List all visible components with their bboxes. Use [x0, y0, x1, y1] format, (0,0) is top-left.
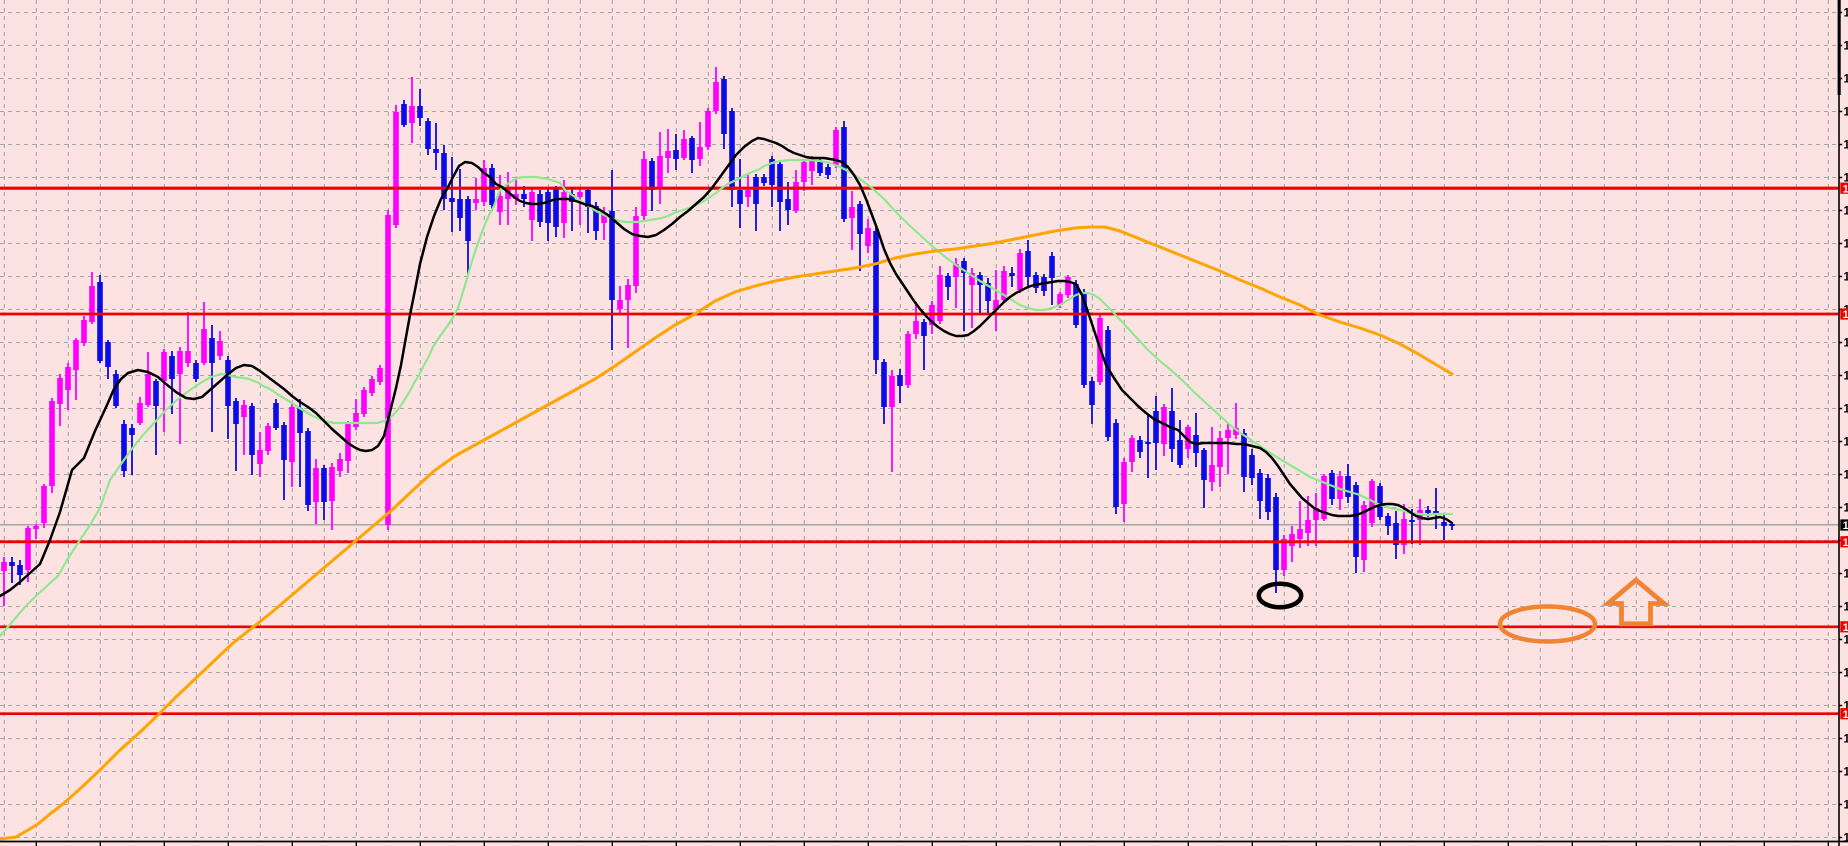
svg-text:1.0: 1.0 — [1844, 206, 1848, 218]
svg-text:1.0: 1.0 — [1844, 74, 1848, 86]
svg-text:1.0: 1.0 — [1844, 833, 1848, 845]
svg-text:1.0: 1.0 — [1844, 734, 1848, 746]
svg-text:1.0: 1.0 — [1844, 800, 1848, 812]
svg-text:1.0: 1.0 — [1844, 503, 1848, 515]
svg-text:1.0: 1.0 — [1843, 537, 1848, 549]
svg-text:1.0: 1.0 — [1844, 569, 1848, 581]
svg-text:1.0: 1.0 — [1844, 602, 1848, 614]
svg-text:1.0: 1.0 — [1844, 635, 1848, 647]
svg-text:1.0: 1.0 — [1844, 767, 1848, 779]
svg-text:1.0: 1.0 — [1844, 437, 1848, 449]
svg-text:1.0: 1.0 — [1844, 701, 1848, 713]
svg-text:1.0: 1.0 — [1844, 338, 1848, 350]
svg-text:1.0: 1.0 — [1844, 41, 1848, 53]
svg-text:1.0: 1.0 — [1843, 309, 1848, 321]
svg-text:1.0: 1.0 — [1843, 622, 1848, 634]
svg-text:1.0: 1.0 — [1843, 709, 1848, 721]
svg-text:1.0: 1.0 — [1844, 8, 1848, 20]
svg-text:1.0: 1.0 — [1844, 272, 1848, 284]
svg-text:1.0: 1.0 — [1843, 520, 1848, 532]
svg-text:1.0: 1.0 — [1844, 371, 1848, 383]
svg-text:1.0: 1.0 — [1844, 173, 1848, 185]
svg-text:1.0: 1.0 — [1844, 239, 1848, 251]
svg-text:1.0: 1.0 — [1844, 668, 1848, 680]
svg-text:1.0: 1.0 — [1843, 183, 1848, 195]
svg-text:1.0: 1.0 — [1844, 140, 1848, 152]
svg-text:1.0: 1.0 — [1844, 107, 1848, 119]
svg-text:1.0: 1.0 — [1844, 404, 1848, 416]
svg-text:1.0: 1.0 — [1844, 470, 1848, 482]
